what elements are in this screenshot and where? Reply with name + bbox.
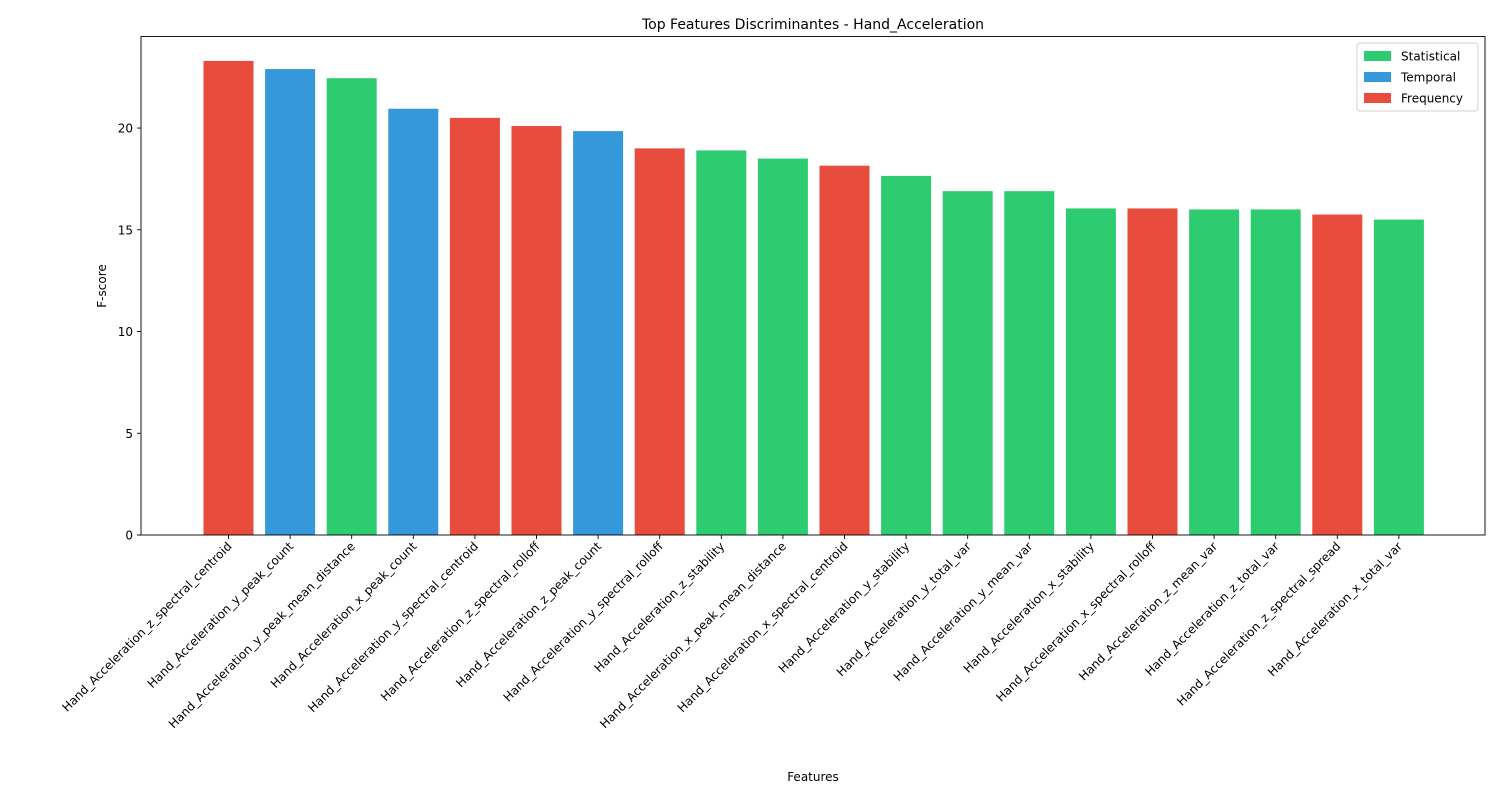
legend: Statistical Temporal Frequency — [1356, 42, 1479, 112]
y-tick-label-4: 20 — [118, 122, 133, 136]
legend-label-0: Statistical — [1401, 50, 1460, 64]
legend-swatch-2 — [1364, 93, 1391, 103]
x-tick-label-8: Hand_Acceleration_z_stability — [592, 539, 728, 675]
bar-11 — [881, 175, 932, 535]
bar-6 — [573, 131, 624, 536]
legend-swatch-0 — [1364, 51, 1391, 61]
bar-10 — [819, 165, 870, 535]
bar-9 — [757, 158, 808, 535]
bar-15 — [1127, 208, 1178, 535]
legend-label-1: Temporal — [1400, 71, 1456, 85]
y-tick-label-1: 5 — [125, 427, 133, 441]
bar-18 — [1312, 214, 1363, 536]
x-tick-label-11: Hand_Acceleration_y_stability — [776, 539, 912, 675]
bar-8 — [696, 150, 747, 535]
bar-19 — [1373, 219, 1424, 535]
bar-5 — [511, 126, 562, 535]
bar-13 — [1004, 191, 1055, 535]
legend-label-2: Frequency — [1401, 92, 1463, 106]
bar-4 — [449, 117, 500, 535]
x-tick-label-17: Hand_Acceleration_z_total_var — [1142, 539, 1282, 679]
bar-17 — [1250, 209, 1301, 535]
y-tick-label-3: 15 — [118, 223, 133, 237]
y-axis: 0 5 10 15 20 — [118, 122, 141, 543]
x-axis-label: Features — [787, 770, 839, 784]
bar-16 — [1189, 209, 1240, 535]
y-tick-label-0: 0 — [125, 529, 133, 543]
bar-14 — [1065, 208, 1116, 535]
bar-12 — [942, 191, 993, 535]
y-axis-label: F-score — [95, 264, 109, 307]
x-axis: Hand_Acceleration_z_spectral_centroidHan… — [59, 535, 1405, 731]
x-tick-label-19: Hand_Acceleration_x_total_var — [1265, 539, 1405, 679]
bars-group — [203, 60, 1424, 536]
chart-title: Top Features Discriminantes - Hand_Accel… — [641, 17, 984, 33]
x-tick-label-14: Hand_Acceleration_x_stability — [961, 539, 1097, 675]
legend-swatch-1 — [1364, 72, 1391, 82]
plot-frame — [140, 36, 1486, 536]
bar-2 — [326, 78, 377, 536]
bar-7 — [634, 148, 685, 535]
bar-0 — [203, 60, 254, 536]
x-tick-label-12: Hand_Acceleration_y_total_var — [834, 539, 974, 679]
bar-1 — [265, 69, 316, 535]
y-tick-label-2: 10 — [118, 325, 133, 339]
bar-3 — [388, 108, 439, 535]
